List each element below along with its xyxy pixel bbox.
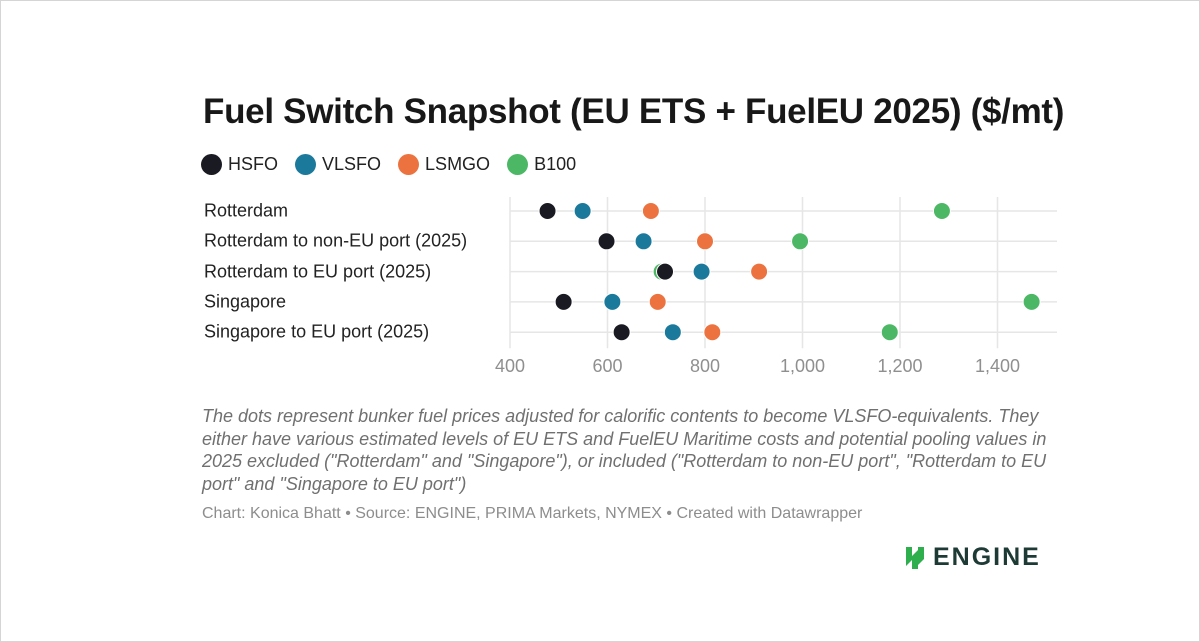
dot-vlsfo <box>634 232 653 251</box>
chart-title: Fuel Switch Snapshot (EU ETS + FuelEU 20… <box>203 92 1065 131</box>
engine-logo-text: ENGINE <box>933 543 1041 571</box>
dot-vlsfo <box>573 202 592 220</box>
legend-label-vlsfo: VLSFO <box>322 154 382 174</box>
engine-logo-icon <box>906 546 924 569</box>
x-tick-label: 1,200 <box>877 356 922 376</box>
dot-hsfo <box>538 202 557 220</box>
dot-lsmgo <box>696 232 714 251</box>
dot-hsfo <box>612 323 631 342</box>
legend-swatch-vlsfo <box>295 154 317 175</box>
dot-b100 <box>880 323 899 342</box>
chart-note: The dots represent bunker fuel prices ad… <box>202 406 1047 494</box>
legend-swatch-b100 <box>507 154 529 175</box>
dot-vlsfo <box>603 292 622 311</box>
x-tick-label: 1,000 <box>780 356 825 376</box>
row-label: Rotterdam to EU port (2025) <box>204 261 432 282</box>
row-label: Rotterdam to non-EU port (2025) <box>204 230 468 251</box>
dot-b100 <box>1022 292 1041 311</box>
dot-lsmgo <box>703 323 722 342</box>
dot-lsmgo <box>648 292 667 311</box>
legend-label-b100: B100 <box>534 154 577 174</box>
legend-swatch-lsmgo <box>398 154 420 175</box>
dot-b100 <box>791 232 810 251</box>
row-label: Rotterdam <box>204 200 289 221</box>
dot-hsfo <box>597 232 616 251</box>
row-label: Singapore to EU port (2025) <box>204 321 430 342</box>
row-label: Singapore <box>204 291 287 312</box>
legend: HSFO VLSFO LSMGO B100 <box>201 154 593 175</box>
legend-item-lsmgo: LSMGO <box>398 154 490 175</box>
dot-b100 <box>932 202 951 220</box>
dot-lsmgo <box>641 202 660 220</box>
dot-hsfo <box>656 262 675 281</box>
x-tick-label: 800 <box>690 356 720 376</box>
dot-lsmgo <box>750 262 769 281</box>
legend-item-hsfo: HSFO <box>201 154 278 175</box>
x-tick-label: 600 <box>592 356 622 376</box>
engine-logo: ENGINE <box>903 543 1041 572</box>
legend-item-b100: B100 <box>507 154 576 175</box>
x-tick-label: 400 <box>495 356 525 376</box>
dot-vlsfo <box>663 323 682 342</box>
legend-item-vlsfo: VLSFO <box>295 154 381 175</box>
chart-source: Chart: Konica Bhatt • Source: ENGINE, PR… <box>202 505 863 522</box>
legend-swatch-hsfo <box>201 154 222 175</box>
x-tick-label: 1,400 <box>975 356 1020 376</box>
legend-label-lsmgo: LSMGO <box>425 154 491 174</box>
dot-vlsfo <box>692 262 711 281</box>
legend-label-hsfo: HSFO <box>228 154 279 174</box>
dot-hsfo <box>554 292 573 311</box>
